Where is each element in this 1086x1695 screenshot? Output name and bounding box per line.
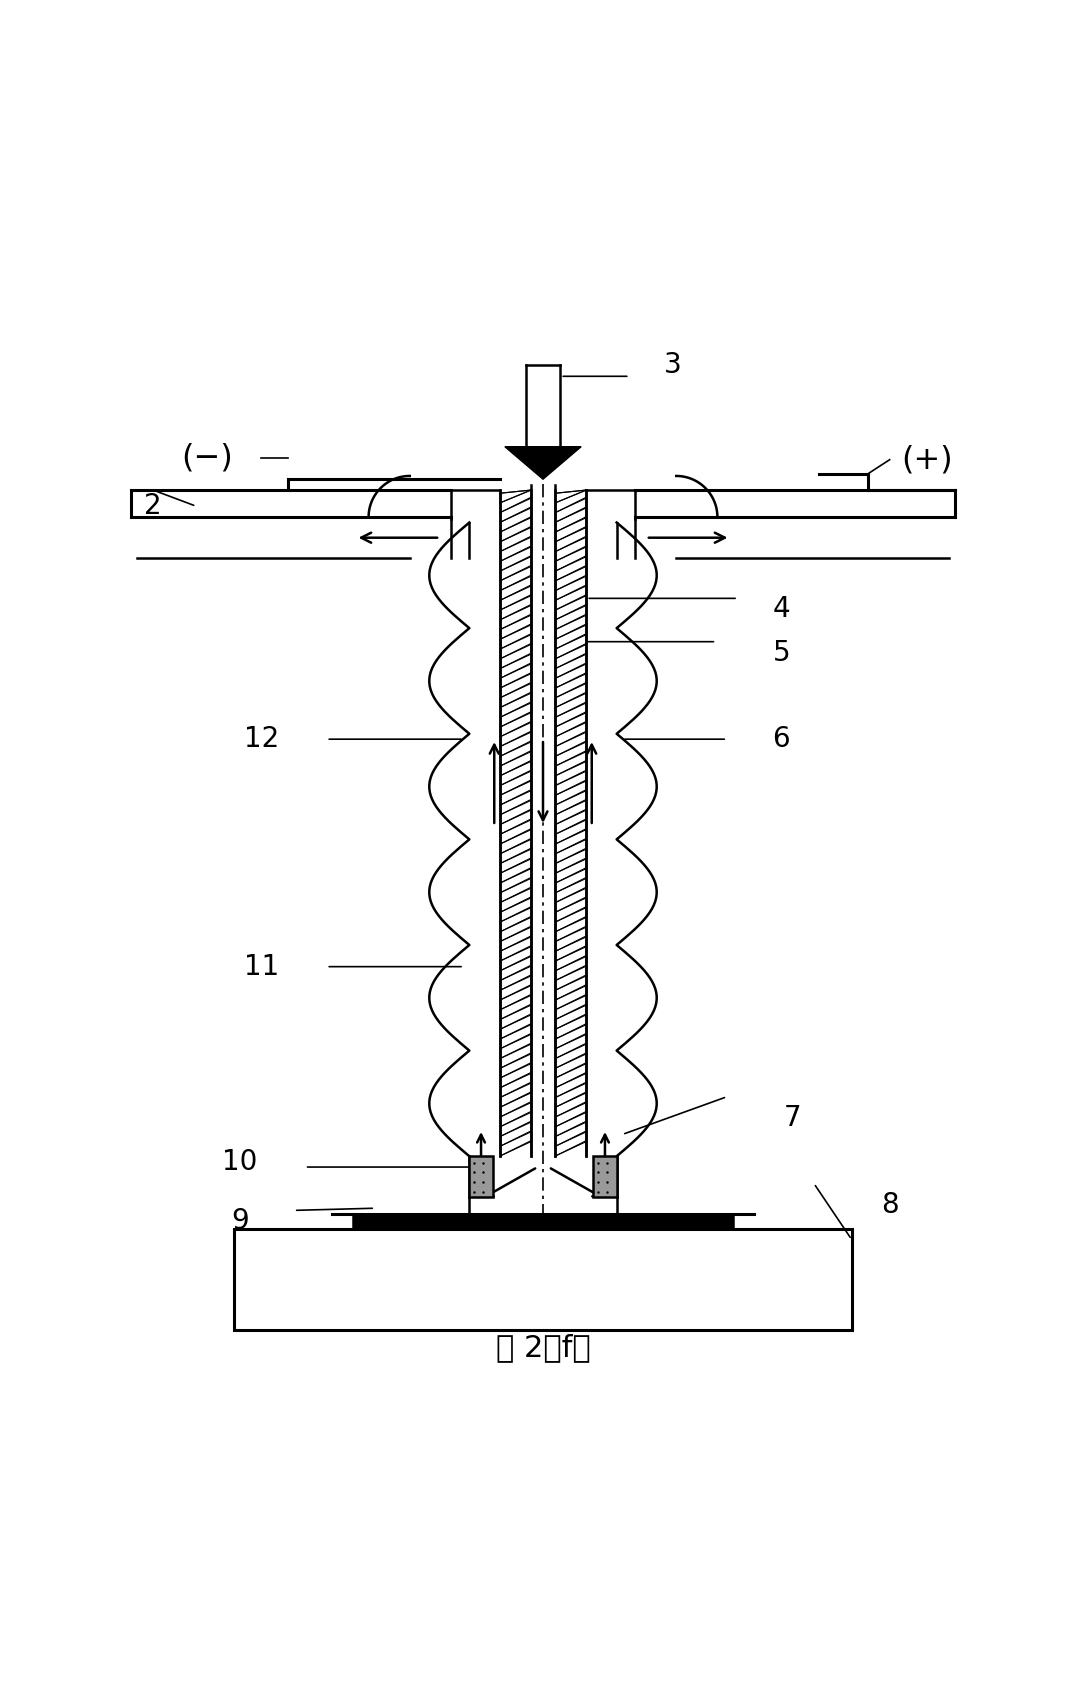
Text: 3: 3 [665, 351, 682, 380]
Text: 9: 9 [231, 1207, 249, 1236]
Text: (+): (+) [901, 444, 954, 475]
Text: (−): (−) [181, 442, 233, 473]
Text: 图 2（f）: 图 2（f） [495, 1332, 591, 1363]
Text: 10: 10 [222, 1148, 257, 1176]
Polygon shape [505, 447, 581, 480]
Bar [593, 1156, 617, 1197]
Text: 4: 4 [772, 595, 791, 624]
Text: 6: 6 [772, 725, 791, 753]
Bar [353, 1214, 733, 1229]
Text: 12: 12 [243, 725, 279, 753]
Text: 2: 2 [144, 492, 162, 520]
Text: 5: 5 [772, 639, 791, 666]
Bar [235, 1229, 851, 1329]
Bar [500, 490, 531, 1156]
Bar [469, 1156, 493, 1197]
Text: 7: 7 [783, 1105, 801, 1132]
Text: 8: 8 [881, 1192, 898, 1219]
Text: 11: 11 [243, 953, 279, 981]
